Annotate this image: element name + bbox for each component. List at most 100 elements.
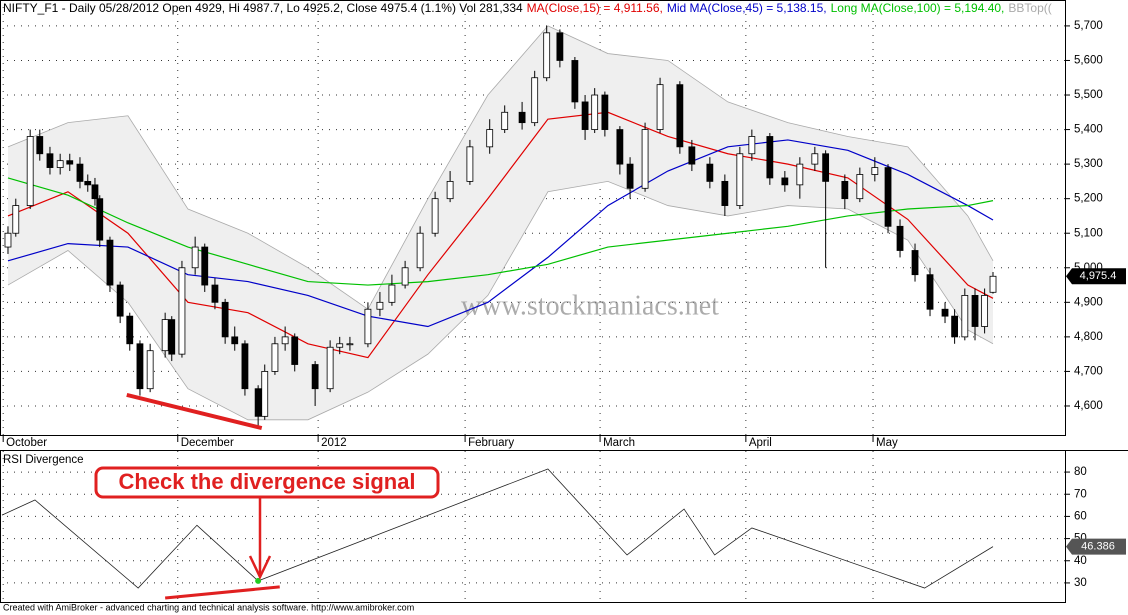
y-tick-label: 5,700 [1074,20,1103,32]
candle-body [951,315,959,338]
candle-body [626,163,634,189]
y-tick-label: 80 [1074,466,1087,478]
candle-body [161,319,169,352]
candle-body [971,295,979,327]
candle-body [766,136,774,179]
rsi-panel [1,468,994,600]
candle-body [191,246,199,269]
candle-body [446,180,454,200]
last-value-label: 46.386 [1081,541,1115,553]
candle-body [531,77,539,124]
candle-body [736,153,744,206]
candle-body [221,301,229,338]
candle-body [76,163,84,182]
candle-body [856,174,864,200]
candle-body [211,284,219,303]
candle-body [989,275,997,293]
candle-body [126,315,134,345]
candle-body [871,167,879,175]
candle-body [336,343,344,348]
rsi-title: RSI Divergence [3,454,84,466]
candle-body [556,32,564,61]
candle-body [501,111,509,130]
header: NIFTY_F1 - Daily 05/28/2012 Open 4929, H… [3,1,1052,15]
candle-body [178,267,186,355]
y-tick-label: 4,800 [1074,331,1103,343]
candle-body [241,343,249,390]
candle-body [136,343,144,390]
candle-body [261,371,269,417]
candle-body [346,343,354,346]
watermark: www.stockmaniacs.net [461,290,719,321]
candle-body [796,163,804,186]
x-tick-label: March [603,437,635,449]
price-frame [0,0,1066,436]
axis-layer: 4,6004,7004,8004,9005,0005,1005,2005,300… [2,20,1126,589]
candle-body [431,198,439,234]
y-tick-label: 5,600 [1074,54,1103,66]
candle-body [364,308,372,345]
candle-body [291,336,299,365]
x-tick-label: October [6,437,47,449]
candle-body [466,146,474,182]
ma-line [7,177,994,286]
candle-body [841,180,849,200]
candle-body [911,250,919,276]
candle-body [884,167,892,227]
rsi-line [1,468,994,589]
y-tick-label: 4,600 [1074,400,1103,412]
candle-body [376,301,384,310]
candle-body [96,198,104,241]
candle-body [706,163,714,182]
y-tick-label: 60 [1074,510,1087,522]
candle-body [676,84,684,148]
candle-body [961,295,969,338]
candle-body [388,284,396,303]
candle-body [591,94,599,130]
candle-body [36,136,44,155]
y-tick-label: 5,400 [1074,124,1103,136]
candle-body [46,153,54,168]
y-tick-label: 30 [1074,577,1087,589]
candle-body [281,336,289,345]
legend-entry: MA(Close,15) = 4,911.56, [527,1,663,15]
candle-body [116,284,124,317]
band-upper [7,25,994,310]
signal-dot [255,577,262,584]
candle-body [486,129,494,148]
candle-body [822,153,830,182]
candle-body [641,129,649,189]
y-tick-label: 40 [1074,555,1087,567]
y-tick-label: 4,900 [1074,296,1103,308]
candle-body [781,177,789,186]
candle-body [4,232,12,248]
ma-line [7,139,994,328]
x-tick-label: 2012 [321,437,347,449]
y-tick-label: 5,200 [1074,193,1103,205]
price-panel: www.stockmaniacs.net [4,25,997,431]
candle-body [896,225,904,251]
candle-body [26,136,34,206]
candle-body [581,101,589,130]
candle-body [416,232,424,269]
candle-body [811,153,819,165]
candle-body [271,343,279,372]
last-value-box [1066,268,1126,285]
candle-body [168,319,176,355]
y-tick-label: 70 [1074,488,1087,500]
x-tick-label: April [749,437,772,449]
candle-body [326,346,334,390]
candle-body [601,94,609,130]
candle-body [91,184,99,200]
callout-text: Check the divergence signal [118,469,415,494]
y-tick-label: 4,700 [1074,365,1103,377]
rsi-frame [0,450,1066,603]
candle-body [56,160,64,168]
candle-body [106,239,114,286]
callout-arrow-head [248,555,272,580]
chart-title: NIFTY_F1 - Daily 05/28/2012 Open 4929, H… [3,1,523,15]
candle-body [616,129,624,165]
candle-body [311,364,319,390]
trendline [126,392,263,431]
